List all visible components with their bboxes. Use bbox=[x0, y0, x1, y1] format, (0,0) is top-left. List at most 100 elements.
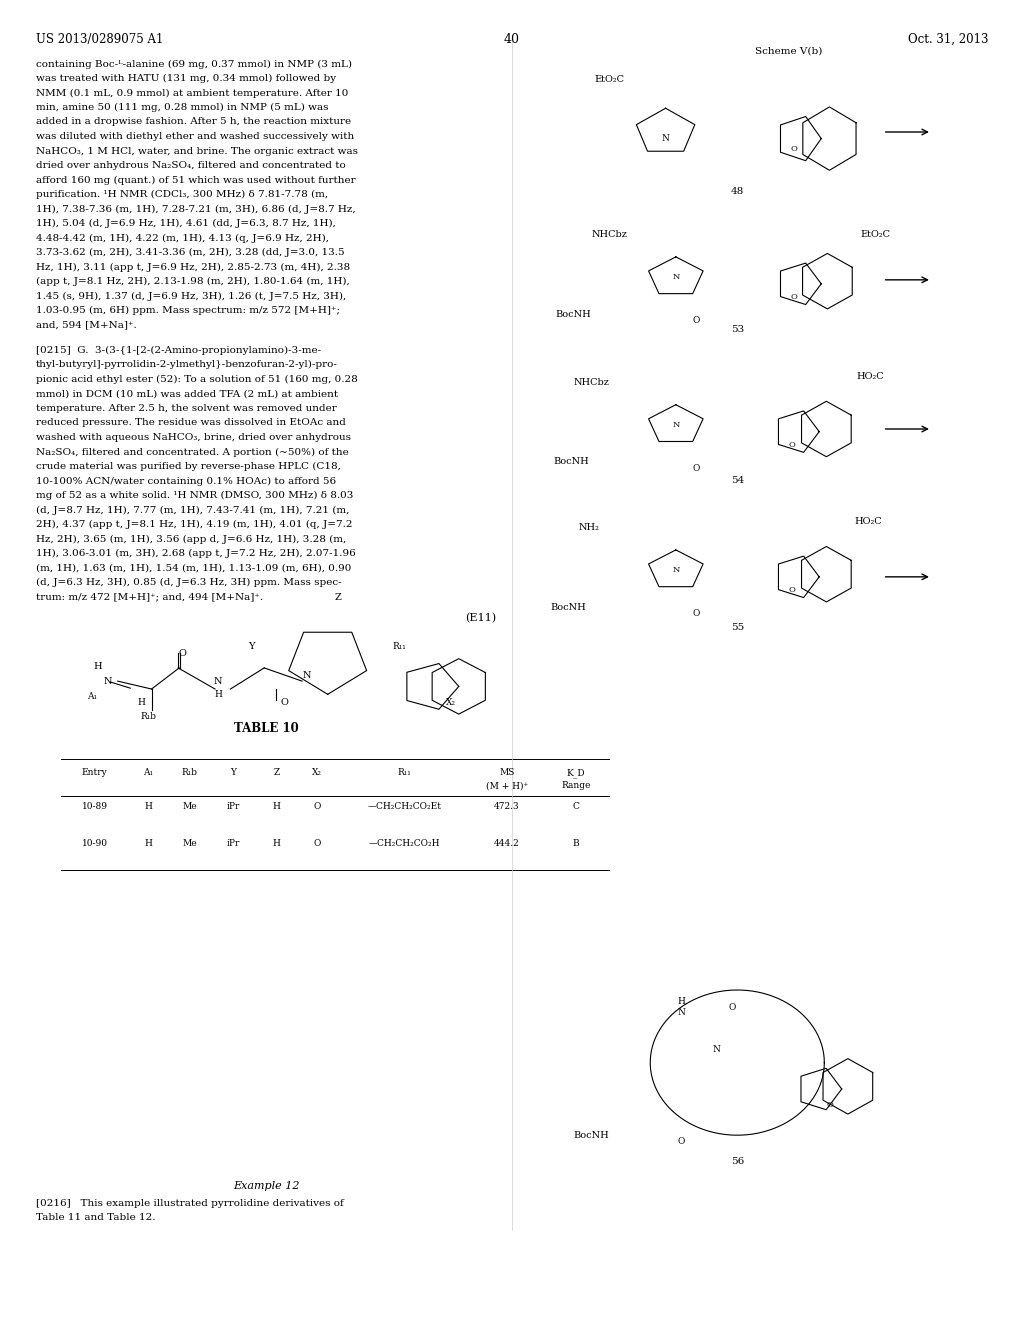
Text: O: O bbox=[692, 465, 700, 473]
Text: [0216]   This example illustrated pyrrolidine derivatives of: [0216] This example illustrated pyrrolid… bbox=[36, 1199, 344, 1208]
Text: 444.2: 444.2 bbox=[494, 840, 520, 847]
Text: was diluted with diethyl ether and washed successively with: was diluted with diethyl ether and washe… bbox=[36, 132, 354, 141]
Text: N: N bbox=[662, 135, 670, 143]
Text: (m, 1H), 1.63 (m, 1H), 1.54 (m, 1H), 1.13-1.09 (m, 6H), 0.90: (m, 1H), 1.63 (m, 1H), 1.54 (m, 1H), 1.1… bbox=[36, 564, 351, 573]
Text: H: H bbox=[144, 803, 153, 810]
Text: O: O bbox=[313, 803, 322, 810]
Text: N: N bbox=[672, 566, 680, 574]
Text: A₁: A₁ bbox=[143, 768, 154, 776]
Text: purification. ¹H NMR (CDCl₃, 300 MHz) δ 7.81-7.78 (m,: purification. ¹H NMR (CDCl₃, 300 MHz) δ … bbox=[36, 190, 328, 199]
Text: 53: 53 bbox=[731, 326, 743, 334]
Text: Me: Me bbox=[182, 840, 197, 847]
Text: K_D: K_D bbox=[566, 768, 586, 777]
Text: min, amine 50 (111 mg, 0.28 mmol) in NMP (5 mL) was: min, amine 50 (111 mg, 0.28 mmol) in NMP… bbox=[36, 103, 329, 112]
Text: R₁₁: R₁₁ bbox=[392, 643, 407, 651]
Text: BocNH: BocNH bbox=[551, 603, 586, 611]
Text: 55: 55 bbox=[731, 623, 743, 631]
Text: 1H), 3.06-3.01 (m, 3H), 2.68 (app t, J=7.2 Hz, 2H), 2.07-1.96: 1H), 3.06-3.01 (m, 3H), 2.68 (app t, J=7… bbox=[36, 549, 355, 558]
Text: thyl-butyryl]-pyrrolidin-2-ylmethyl}-benzofuran-2-yl)-pro-: thyl-butyryl]-pyrrolidin-2-ylmethyl}-ben… bbox=[36, 360, 338, 370]
Text: NMM (0.1 mL, 0.9 mmol) at ambient temperature. After 10: NMM (0.1 mL, 0.9 mmol) at ambient temper… bbox=[36, 88, 348, 98]
Text: HO₂C: HO₂C bbox=[857, 372, 884, 380]
Text: O: O bbox=[313, 840, 322, 847]
Text: N: N bbox=[303, 672, 311, 680]
Text: O: O bbox=[728, 1003, 736, 1011]
Text: C: C bbox=[572, 803, 580, 810]
Text: (app t, J=8.1 Hz, 2H), 2.13-1.98 (m, 2H), 1.80-1.64 (m, 1H),: (app t, J=8.1 Hz, 2H), 2.13-1.98 (m, 2H)… bbox=[36, 277, 349, 286]
Text: 56: 56 bbox=[731, 1158, 743, 1166]
Text: crude material was purified by reverse-phase HPLC (C18,: crude material was purified by reverse-p… bbox=[36, 462, 341, 471]
Text: O: O bbox=[788, 586, 795, 594]
Text: A₁: A₁ bbox=[87, 693, 97, 701]
Text: Entry: Entry bbox=[82, 768, 108, 776]
Text: H: H bbox=[272, 840, 281, 847]
Text: O: O bbox=[788, 441, 795, 449]
Text: added in a dropwise fashion. After 5 h, the reaction mixture: added in a dropwise fashion. After 5 h, … bbox=[36, 117, 351, 127]
Text: R₁b: R₁b bbox=[140, 713, 157, 721]
Text: (d, J=8.7 Hz, 1H), 7.77 (m, 1H), 7.43-7.41 (m, 1H), 7.21 (m,: (d, J=8.7 Hz, 1H), 7.77 (m, 1H), 7.43-7.… bbox=[36, 506, 349, 515]
Text: Na₂SO₄, filtered and concentrated. A portion (~50%) of the: Na₂SO₄, filtered and concentrated. A por… bbox=[36, 447, 348, 457]
Text: afford 160 mg (quant.) of 51 which was used without further: afford 160 mg (quant.) of 51 which was u… bbox=[36, 176, 355, 185]
Text: MS: MS bbox=[499, 768, 515, 777]
Text: —CH₂CH₂CO₂H: —CH₂CH₂CO₂H bbox=[369, 840, 440, 847]
Text: reduced pressure. The residue was dissolved in EtOAc and: reduced pressure. The residue was dissol… bbox=[36, 418, 346, 428]
Text: H: H bbox=[214, 690, 222, 698]
Text: EtO₂C: EtO₂C bbox=[860, 231, 891, 239]
Text: (M + H)⁺: (M + H)⁺ bbox=[485, 781, 528, 791]
Text: Range: Range bbox=[561, 781, 591, 791]
Text: 2H), 4.37 (app t, J=8.1 Hz, 1H), 4.19 (m, 1H), 4.01 (q, J=7.2: 2H), 4.37 (app t, J=8.1 Hz, 1H), 4.19 (m… bbox=[36, 520, 352, 529]
Text: BocNH: BocNH bbox=[554, 458, 589, 466]
Text: US 2013/0289075 A1: US 2013/0289075 A1 bbox=[36, 33, 163, 46]
Text: mg of 52 as a white solid. ¹H NMR (DMSO, 300 MHz) δ 8.03: mg of 52 as a white solid. ¹H NMR (DMSO,… bbox=[36, 491, 353, 500]
Text: Y: Y bbox=[230, 768, 236, 776]
Text: N: N bbox=[672, 421, 680, 429]
Text: BocNH: BocNH bbox=[573, 1131, 609, 1139]
Text: TABLE 10: TABLE 10 bbox=[233, 722, 299, 735]
Text: Z: Z bbox=[273, 768, 280, 776]
Text: R₁b: R₁b bbox=[181, 768, 198, 776]
Text: B: B bbox=[572, 840, 580, 847]
Text: 10-100% ACN/water containing 0.1% HOAc) to afford 56: 10-100% ACN/water containing 0.1% HOAc) … bbox=[36, 477, 336, 486]
Text: EtO₂C: EtO₂C bbox=[594, 75, 625, 83]
Text: [0215]  G.  3-(3-{1-[2-(2-Amino-propionylamino)-3-me-: [0215] G. 3-(3-{1-[2-(2-Amino-propionyla… bbox=[36, 346, 321, 355]
Text: pionic acid ethyl ester (52): To a solution of 51 (160 mg, 0.28: pionic acid ethyl ester (52): To a solut… bbox=[36, 375, 357, 384]
Text: Scheme V(b): Scheme V(b) bbox=[755, 46, 822, 55]
Text: trum: m/z 472 [M+H]⁺; and, 494 [M+Na]⁺.: trum: m/z 472 [M+H]⁺; and, 494 [M+Na]⁺. bbox=[36, 593, 263, 602]
Text: O: O bbox=[692, 317, 700, 325]
Text: 10-89: 10-89 bbox=[82, 803, 108, 810]
Text: O: O bbox=[178, 649, 186, 657]
Text: 10-90: 10-90 bbox=[82, 840, 108, 847]
Text: X₂: X₂ bbox=[445, 698, 456, 706]
Text: dried over anhydrous Na₂SO₄, filtered and concentrated to: dried over anhydrous Na₂SO₄, filtered an… bbox=[36, 161, 345, 170]
Text: X₂: X₂ bbox=[312, 768, 323, 776]
Text: H: H bbox=[272, 803, 281, 810]
Text: containing Boc-ᴸ-alanine (69 mg, 0.37 mmol) in NMP (3 mL): containing Boc-ᴸ-alanine (69 mg, 0.37 mm… bbox=[36, 59, 352, 69]
Text: 1.03-0.95 (m, 6H) ppm. Mass spectrum: m/z 572 [M+H]⁺;: 1.03-0.95 (m, 6H) ppm. Mass spectrum: m/… bbox=[36, 306, 340, 315]
Text: 4.48-4.42 (m, 1H), 4.22 (m, 1H), 4.13 (q, J=6.9 Hz, 2H),: 4.48-4.42 (m, 1H), 4.22 (m, 1H), 4.13 (q… bbox=[36, 234, 329, 243]
Text: mmol) in DCM (10 mL) was added TFA (2 mL) at ambient: mmol) in DCM (10 mL) was added TFA (2 mL… bbox=[36, 389, 338, 399]
Text: N: N bbox=[103, 677, 112, 685]
Text: temperature. After 2.5 h, the solvent was removed under: temperature. After 2.5 h, the solvent wa… bbox=[36, 404, 337, 413]
Text: iPr: iPr bbox=[226, 840, 240, 847]
Text: 1H), 7.38-7.36 (m, 1H), 7.28-7.21 (m, 3H), 6.86 (d, J=8.7 Hz,: 1H), 7.38-7.36 (m, 1H), 7.28-7.21 (m, 3H… bbox=[36, 205, 355, 214]
Text: N: N bbox=[672, 273, 680, 281]
Text: was treated with HATU (131 mg, 0.34 mmol) followed by: was treated with HATU (131 mg, 0.34 mmol… bbox=[36, 74, 336, 83]
Text: NaHCO₃, 1 M HCl, water, and brine. The organic extract was: NaHCO₃, 1 M HCl, water, and brine. The o… bbox=[36, 147, 357, 156]
Text: O: O bbox=[826, 1101, 833, 1109]
Text: O: O bbox=[692, 610, 700, 618]
Text: N: N bbox=[214, 677, 222, 685]
Text: Y: Y bbox=[248, 643, 254, 651]
Text: Hz, 2H), 3.65 (m, 1H), 3.56 (app d, J=6.6 Hz, 1H), 3.28 (m,: Hz, 2H), 3.65 (m, 1H), 3.56 (app d, J=6.… bbox=[36, 535, 346, 544]
Text: H: H bbox=[144, 840, 153, 847]
Text: O: O bbox=[281, 698, 289, 706]
Text: 1.45 (s, 9H), 1.37 (d, J=6.9 Hz, 3H), 1.26 (t, J=7.5 Hz, 3H),: 1.45 (s, 9H), 1.37 (d, J=6.9 Hz, 3H), 1.… bbox=[36, 292, 346, 301]
Text: NHCbz: NHCbz bbox=[573, 379, 610, 387]
Text: 472.3: 472.3 bbox=[494, 803, 520, 810]
Text: —CH₂CH₂CO₂Et: —CH₂CH₂CO₂Et bbox=[368, 803, 441, 810]
Text: NH₂: NH₂ bbox=[579, 524, 599, 532]
Text: (E11): (E11) bbox=[466, 612, 497, 623]
Text: O: O bbox=[677, 1138, 685, 1146]
Text: H
N: H N bbox=[677, 998, 685, 1016]
Text: Example 12: Example 12 bbox=[233, 1181, 299, 1192]
Text: O: O bbox=[791, 145, 797, 153]
Text: (d, J=6.3 Hz, 3H), 0.85 (d, J=6.3 Hz, 3H) ppm. Mass spec-: (d, J=6.3 Hz, 3H), 0.85 (d, J=6.3 Hz, 3H… bbox=[36, 578, 341, 587]
